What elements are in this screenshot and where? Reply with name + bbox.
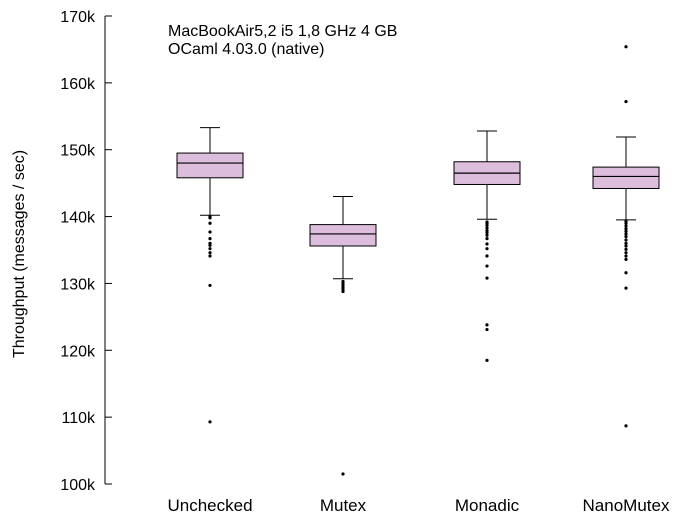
category-label: NanoMutex (583, 496, 670, 515)
outlier-point (624, 254, 628, 258)
y-tick-label: 110k (61, 410, 96, 427)
outlier-point (485, 254, 489, 258)
outlier-point (624, 251, 628, 255)
iqr-box (592, 166, 660, 189)
outlier-point (485, 276, 489, 280)
y-tick-label: 150k (60, 143, 96, 160)
outlier-point (485, 231, 489, 235)
iqr-box (176, 152, 244, 179)
outlier-point (624, 221, 628, 225)
annotation-line-1: MacBookAir5,2 i5 1,8 GHz 4 GB (168, 23, 397, 40)
outlier-point (624, 235, 628, 239)
iqr-box (309, 224, 377, 247)
outlier-point (624, 244, 628, 248)
outlier-point (208, 230, 212, 234)
outlier-point (485, 327, 489, 332)
outlier-point (485, 247, 489, 251)
outlier-point (208, 237, 212, 241)
category-labels: Unchecked Mutex Monadic NanoMutex (167, 496, 669, 515)
outlier-point (208, 420, 212, 424)
category-label: Monadic (455, 496, 520, 515)
outlier-point (208, 243, 212, 247)
outlier-point (624, 227, 628, 231)
outlier-point (624, 241, 628, 245)
y-axis: 100k 110k 120k 130k 140k 150k 160k 170k (60, 9, 112, 494)
outlier-point (624, 45, 628, 49)
outlier-point (485, 323, 489, 327)
box-monadic (453, 130, 521, 362)
y-tick-label: 130k (60, 276, 96, 293)
outlier-point (208, 247, 212, 251)
y-axis-label: Throughput (messages / sec) (11, 150, 28, 358)
box-unchecked (176, 127, 244, 424)
y-tick-label: 170k (60, 9, 96, 26)
y-tick-label: 140k (60, 210, 96, 227)
outlier-point (341, 289, 345, 294)
outlier-point (624, 424, 628, 428)
outlier-point (624, 232, 628, 236)
outlier-point (624, 224, 628, 228)
outlier-point (485, 358, 489, 362)
outlier-point (208, 254, 212, 258)
y-tick-label: 160k (60, 76, 96, 93)
outlier-point (485, 264, 489, 268)
outlier-point (485, 237, 489, 241)
outlier-point (208, 221, 212, 225)
category-label: Unchecked (167, 496, 252, 515)
annotation-line-2: OCaml 4.03.0 (native) (168, 41, 325, 58)
outlier-point (624, 229, 628, 233)
y-tick-label: 100k (60, 477, 96, 494)
outlier-point (624, 271, 628, 275)
outlier-point (485, 242, 489, 246)
outlier-point (208, 283, 212, 288)
outlier-point (485, 226, 489, 230)
box-series (176, 45, 660, 476)
outlier-point (624, 238, 628, 242)
outlier-point (624, 257, 628, 261)
outlier-point (485, 233, 489, 237)
outlier-point (624, 286, 628, 290)
outlier-point (341, 472, 345, 476)
box-mutex (309, 196, 377, 476)
outlier-point (208, 251, 212, 255)
y-tick-label: 120k (60, 343, 96, 360)
box-nanomutex (592, 45, 660, 428)
category-label: Mutex (320, 496, 367, 515)
outlier-point (208, 216, 212, 220)
outlier-point (624, 99, 628, 104)
outlier-point (485, 223, 489, 227)
outlier-point (624, 247, 628, 251)
